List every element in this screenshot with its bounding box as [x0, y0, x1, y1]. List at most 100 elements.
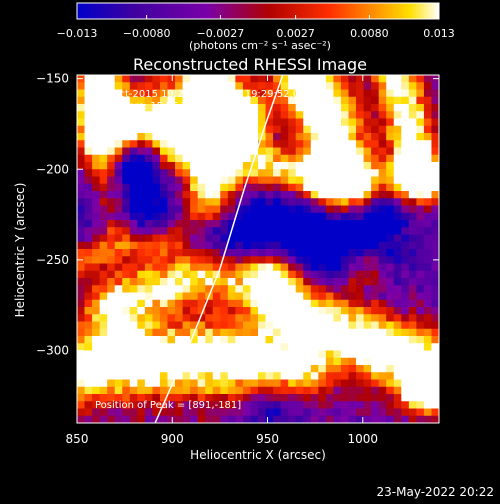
heatmap-cell — [107, 256, 116, 264]
heatmap-cell — [242, 198, 251, 206]
heatmap-cell — [378, 198, 387, 206]
heatmap-cell — [280, 191, 289, 199]
heatmap-cell — [227, 154, 236, 163]
heatmap-cell — [318, 198, 327, 206]
heatmap-cell — [182, 372, 191, 380]
heatmap-cell — [137, 343, 146, 351]
heatmap-cell — [129, 270, 138, 279]
heatmap-cell — [393, 321, 402, 330]
heatmap-cell — [340, 82, 349, 90]
heatmap-cell — [190, 198, 199, 206]
heatmap-cell — [114, 365, 123, 373]
heatmap-cell — [114, 350, 123, 359]
heatmap-cell — [122, 133, 131, 141]
heatmap-cell — [122, 205, 131, 214]
heatmap-cell — [280, 336, 289, 344]
heatmap-cell — [114, 336, 123, 344]
heatmap-cell — [401, 162, 410, 170]
heatmap-cell — [114, 82, 123, 90]
heatmap-cell — [310, 350, 319, 359]
heatmap-cell — [190, 408, 199, 417]
colorbar-tick-label: 0.0027 — [276, 27, 315, 40]
heatmap-cell — [137, 314, 146, 322]
heatmap-cell — [212, 118, 221, 127]
heatmap-cell — [408, 415, 417, 423]
heatmap-cell — [273, 198, 282, 206]
heatmap-cell — [84, 299, 93, 308]
heatmap-cell — [431, 365, 439, 373]
heatmap-cell — [371, 104, 380, 112]
heatmap-cell — [401, 220, 410, 228]
heatmap-cell — [363, 285, 372, 293]
heatmap-cell — [114, 379, 123, 388]
heatmap-cell — [152, 401, 161, 409]
heatmap-cell — [129, 321, 138, 330]
heatmap-cell — [220, 82, 229, 90]
heatmap-cell — [408, 198, 417, 206]
heatmap-cell — [423, 372, 432, 380]
heatmap-cell — [288, 343, 297, 351]
heatmap-cell — [393, 220, 402, 228]
heatmap-cell — [393, 205, 402, 214]
heatmap-cell — [408, 220, 417, 228]
heatmap-cell — [175, 263, 184, 272]
heatmap-cell — [258, 314, 266, 322]
heatmap-cell — [99, 191, 108, 199]
heatmap-cell — [175, 350, 184, 359]
heatmap-cell — [318, 328, 327, 337]
heatmap-cell — [363, 263, 372, 272]
heatmap-cell — [303, 198, 312, 206]
heatmap-cell — [295, 125, 304, 134]
heatmap-cell — [401, 96, 410, 105]
heatmap-cell — [129, 415, 138, 423]
heatmap-cell — [356, 227, 365, 235]
heatmap-cell — [167, 285, 176, 293]
heatmap-cell — [212, 234, 221, 243]
heatmap-cell — [107, 212, 116, 221]
heatmap-cell — [175, 394, 184, 402]
heatmap-cell — [295, 292, 304, 301]
heatmap-cell — [212, 263, 221, 272]
heatmap-cell — [242, 140, 251, 148]
heatmap-cell — [220, 212, 229, 221]
heatmap-cell — [250, 256, 259, 264]
heatmap-cell — [416, 270, 425, 279]
heatmap-cell — [318, 191, 327, 199]
heatmap-cell — [167, 386, 176, 395]
heatmap-cell — [258, 104, 266, 112]
heatmap-cell — [265, 234, 274, 243]
heatmap-cell — [340, 249, 349, 257]
heatmap-cell — [393, 270, 402, 279]
heatmap-cell — [175, 198, 184, 206]
heatmap-cell — [250, 104, 259, 112]
heatmap-cell — [84, 263, 93, 272]
heatmap-cell — [363, 249, 372, 257]
heatmap-cell — [242, 343, 251, 351]
heatmap-cell — [393, 357, 402, 366]
heatmap-cell — [265, 278, 274, 286]
heatmap-cell — [401, 111, 410, 119]
x-tick-label: 850 — [66, 432, 89, 446]
heatmap-cell — [107, 386, 116, 395]
heatmap-cell — [144, 321, 153, 330]
heatmap-cell — [295, 191, 304, 199]
heatmap-cell — [227, 198, 236, 206]
heatmap-cell — [371, 183, 380, 192]
heatmap-cell — [393, 328, 402, 337]
heatmap-cell — [220, 169, 229, 177]
solar-limb-line — [154, 75, 284, 423]
heatmap-cell — [340, 321, 349, 330]
heatmap-cell — [431, 82, 439, 90]
heatmap-cell — [197, 270, 206, 279]
heatmap-cell — [159, 241, 168, 250]
heatmap-cell — [84, 227, 93, 235]
heatmap-cell — [242, 256, 251, 264]
heatmap-cell — [137, 336, 146, 344]
heatmap-cell — [258, 220, 266, 228]
heatmap-cell — [137, 183, 146, 192]
heatmap-cell — [333, 249, 342, 257]
heatmap-cell — [295, 205, 304, 214]
heatmap-cell — [250, 292, 259, 301]
heatmap-cell — [92, 314, 101, 322]
heatmap-cell — [107, 191, 116, 199]
